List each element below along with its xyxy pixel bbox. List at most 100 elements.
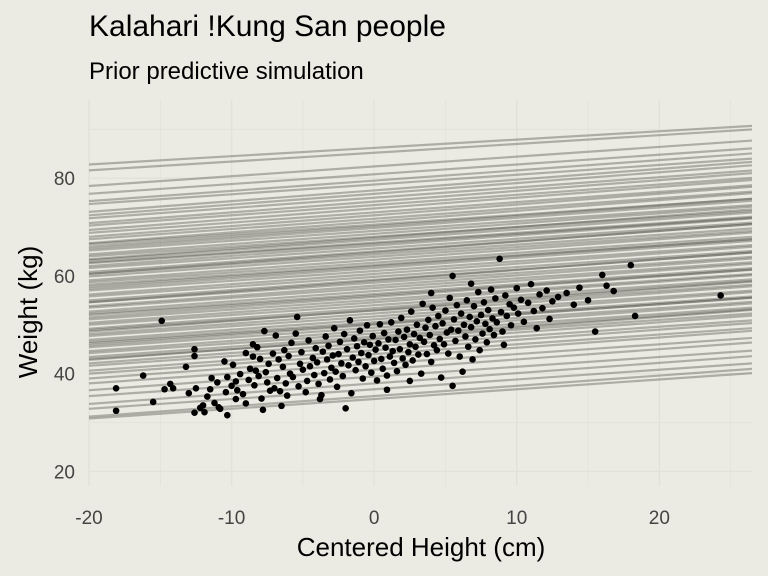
prior-line	[88, 208, 753, 261]
y-tick-label: 20	[54, 462, 75, 483]
data-point	[319, 348, 327, 355]
data-point	[326, 376, 334, 383]
chart-title: Kalahari !Kung San people	[89, 10, 446, 43]
prior-line	[88, 255, 753, 304]
data-point	[343, 345, 351, 353]
data-point	[224, 411, 231, 419]
data-point	[356, 327, 364, 334]
data-point	[449, 382, 456, 390]
data-point	[402, 361, 409, 369]
data-point	[591, 328, 599, 335]
data-point	[259, 406, 267, 414]
data-point	[425, 316, 432, 324]
data-point	[185, 389, 193, 397]
data-point	[598, 271, 606, 279]
data-point	[224, 373, 231, 381]
data-point	[466, 313, 473, 321]
prior-line	[88, 306, 753, 355]
data-point	[359, 375, 367, 382]
prior-line	[88, 302, 753, 353]
data-point	[370, 357, 378, 365]
data-point	[445, 350, 452, 357]
data-point	[459, 368, 466, 375]
prior-line	[88, 147, 753, 195]
data-point	[584, 297, 592, 304]
data-point	[262, 368, 270, 376]
prior-line	[88, 185, 753, 238]
data-point	[272, 332, 280, 339]
data-point	[440, 341, 448, 348]
data-point	[476, 346, 483, 354]
data-point	[355, 358, 362, 366]
data-point	[480, 298, 488, 306]
prior-line	[88, 245, 753, 296]
data-point	[530, 307, 538, 315]
data-point	[429, 304, 436, 311]
data-point	[283, 392, 291, 399]
data-point	[377, 355, 385, 363]
data-point	[470, 302, 478, 310]
data-point	[484, 306, 492, 314]
prior-line	[88, 223, 753, 274]
data-point	[479, 330, 486, 337]
prior-line	[88, 169, 753, 220]
data-point	[271, 384, 278, 392]
data-point	[242, 349, 250, 357]
x-tick-label: 0	[369, 508, 380, 529]
data-point	[236, 370, 244, 378]
data-point	[332, 368, 339, 375]
prior-line	[88, 273, 753, 324]
data-point	[310, 371, 318, 379]
data-point	[469, 356, 476, 363]
data-point	[503, 312, 511, 320]
data-point	[383, 386, 391, 394]
y-tick-label: 40	[54, 365, 75, 386]
prior-lines	[88, 124, 753, 420]
data-point	[410, 330, 418, 338]
data-point	[499, 328, 506, 335]
prior-line	[88, 336, 753, 385]
data-point	[416, 334, 424, 342]
data-point	[269, 350, 277, 357]
y-tick-label: 60	[54, 267, 75, 288]
data-point	[380, 329, 388, 337]
prior-line	[88, 285, 753, 336]
data-point	[149, 398, 157, 406]
data-point	[420, 338, 428, 346]
data-point	[462, 333, 469, 340]
data-point	[328, 364, 335, 372]
data-point	[375, 340, 382, 347]
data-point	[338, 360, 345, 367]
data-point	[352, 366, 359, 374]
data-point	[437, 374, 445, 381]
data-point	[407, 308, 415, 315]
data-point	[330, 324, 338, 332]
data-point	[279, 363, 287, 371]
data-point	[348, 389, 355, 397]
data-point	[546, 315, 553, 323]
prior-line	[88, 249, 753, 298]
data-point	[409, 357, 416, 364]
data-point	[191, 345, 198, 353]
data-point	[365, 351, 372, 359]
data-point	[329, 352, 337, 359]
data-point	[502, 292, 509, 299]
prior-line	[88, 190, 753, 241]
data-point	[305, 337, 312, 344]
data-point	[353, 342, 361, 350]
data-point	[392, 336, 399, 344]
prior-line	[88, 235, 753, 284]
data-point	[396, 345, 404, 353]
data-point	[204, 393, 211, 400]
data-point	[419, 300, 426, 308]
data-point	[442, 307, 449, 314]
data-point	[278, 402, 285, 410]
data-point	[397, 314, 405, 322]
data-point	[457, 310, 465, 317]
data-point	[199, 402, 207, 409]
prior-line	[88, 268, 753, 317]
data-point	[214, 379, 221, 386]
data-point	[430, 341, 438, 349]
data-point	[206, 385, 214, 393]
data-point	[520, 318, 528, 326]
